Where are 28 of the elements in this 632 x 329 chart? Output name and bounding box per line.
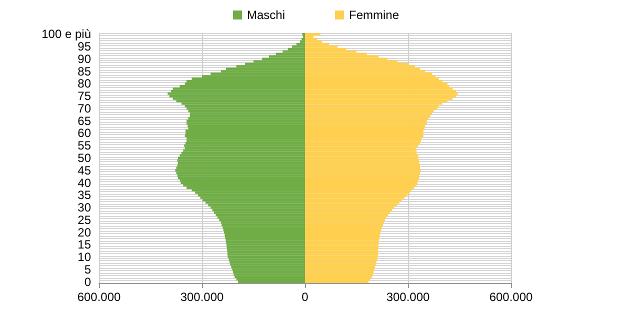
x-tick-label: 600.000 bbox=[77, 290, 122, 304]
y-tick-label: 60 bbox=[78, 126, 92, 140]
y-tick-label: 85 bbox=[78, 64, 92, 78]
y-tick-label: 10 bbox=[78, 250, 92, 264]
y-tick-label: 80 bbox=[78, 76, 92, 91]
y-tick-label: 20 bbox=[78, 225, 92, 240]
y-tick-label: 55 bbox=[78, 138, 92, 153]
y-tick-label: 75 bbox=[78, 89, 92, 104]
y-tick-label: 5 bbox=[84, 262, 92, 276]
y-tick-label: 25 bbox=[78, 212, 92, 227]
y-tick-label: 0 bbox=[84, 274, 92, 289]
y-tick-label: 65 bbox=[78, 114, 92, 128]
y-tick-label: 45 bbox=[78, 163, 92, 178]
y-tick-label: 35 bbox=[78, 188, 92, 202]
y-tick-label: 40 bbox=[78, 176, 92, 190]
x-tick-label: 0 bbox=[302, 290, 309, 304]
y-tick-label: 70 bbox=[78, 101, 92, 116]
x-tick-label: 300.000 bbox=[386, 290, 430, 304]
y-tick-label: 30 bbox=[78, 200, 92, 215]
y-tick-label: 100 e più bbox=[42, 27, 91, 42]
y-tick-label: 95 bbox=[78, 40, 92, 54]
x-tick-label: 300.000 bbox=[180, 290, 224, 304]
legend-label: Maschi bbox=[246, 8, 286, 22]
legend-label: Femmine bbox=[349, 8, 400, 22]
y-tick-label: 15 bbox=[78, 238, 92, 252]
x-tick-label: 600.000 bbox=[489, 290, 534, 304]
y-tick-label: 90 bbox=[78, 52, 92, 66]
y-tick-label: 50 bbox=[78, 151, 92, 165]
